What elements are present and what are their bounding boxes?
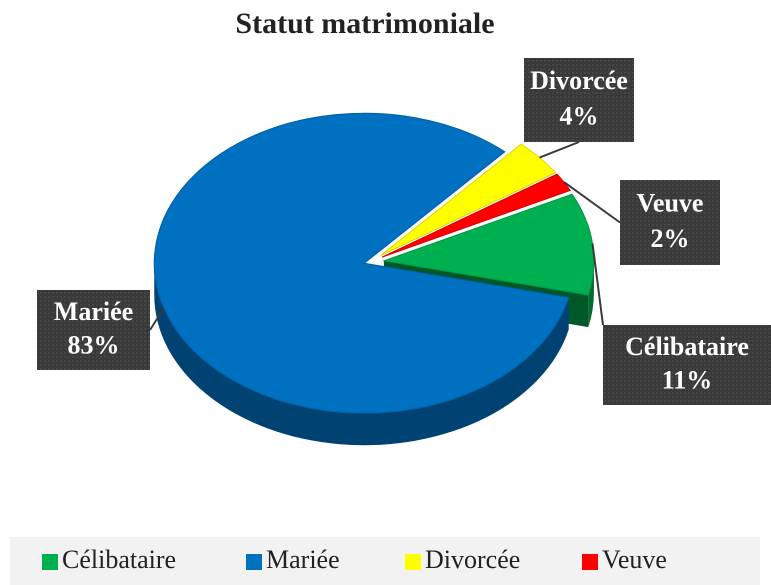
data-label: 83% — [68, 331, 120, 360]
slice-side — [154, 263, 569, 446]
data-label: 4% — [560, 101, 599, 130]
chart-title: Statut matrimoniale — [235, 7, 494, 40]
slice-side — [588, 260, 594, 328]
label-box — [524, 58, 634, 142]
data-label: 11% — [662, 366, 713, 395]
legend-swatch — [246, 554, 262, 570]
legend-swatch — [42, 554, 58, 570]
category-label: Célibataire — [625, 332, 749, 361]
legend-swatch — [582, 554, 598, 570]
category-label: Mariée — [54, 297, 133, 326]
category-label: Veuve — [637, 188, 704, 217]
legend-label: Divorcée — [425, 545, 520, 574]
legend-background — [10, 537, 760, 585]
label-box — [37, 290, 150, 370]
label-box — [620, 180, 720, 265]
legend-label: Célibataire — [62, 545, 176, 574]
label-box — [603, 325, 771, 405]
legend-label: Mariée — [266, 545, 340, 574]
data-label: 2% — [651, 224, 690, 253]
legend-swatch — [405, 554, 421, 570]
slice — [381, 193, 595, 296]
slice — [153, 112, 570, 414]
slice — [380, 143, 557, 257]
leader-line — [591, 243, 604, 326]
category-label: Divorcée — [530, 66, 628, 95]
leader-line — [539, 141, 580, 159]
leader-line — [149, 307, 165, 331]
leader-line — [563, 181, 621, 224]
legend-label: Veuve — [602, 545, 667, 574]
